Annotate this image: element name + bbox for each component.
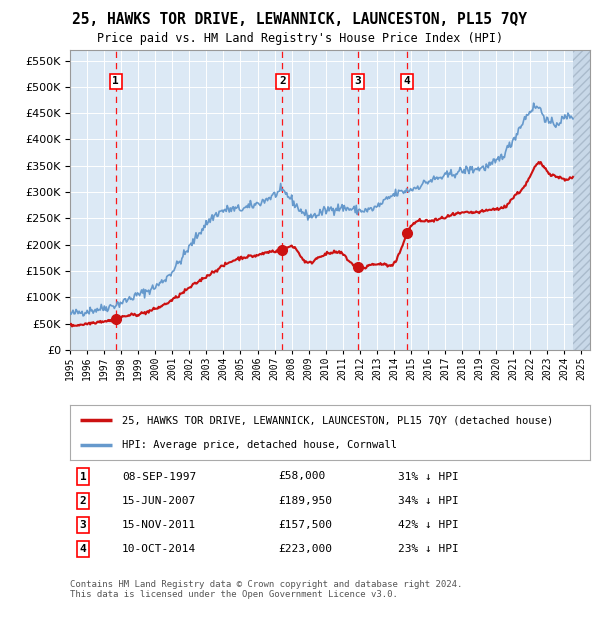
Text: Contains HM Land Registry data © Crown copyright and database right 2024.
This d: Contains HM Land Registry data © Crown c… (70, 580, 463, 600)
Text: 3: 3 (80, 520, 86, 530)
Text: 3: 3 (355, 76, 361, 87)
Text: 4: 4 (404, 76, 410, 87)
Text: Price paid vs. HM Land Registry's House Price Index (HPI): Price paid vs. HM Land Registry's House … (97, 32, 503, 45)
Text: 1: 1 (112, 76, 119, 87)
Text: 34% ↓ HPI: 34% ↓ HPI (398, 496, 458, 506)
Bar (573, 50, 590, 350)
Text: 25, HAWKS TOR DRIVE, LEWANNICK, LAUNCESTON, PL15 7QY (detached house): 25, HAWKS TOR DRIVE, LEWANNICK, LAUNCEST… (122, 415, 553, 425)
Text: 23% ↓ HPI: 23% ↓ HPI (398, 544, 458, 554)
Text: 2: 2 (80, 496, 86, 506)
Text: 31% ↓ HPI: 31% ↓ HPI (398, 471, 458, 482)
Text: £157,500: £157,500 (278, 520, 332, 530)
Text: 15-JUN-2007: 15-JUN-2007 (122, 496, 196, 506)
Text: 10-OCT-2014: 10-OCT-2014 (122, 544, 196, 554)
Text: 2: 2 (279, 76, 286, 87)
Text: 1: 1 (80, 471, 86, 482)
Text: £223,000: £223,000 (278, 544, 332, 554)
Text: 25, HAWKS TOR DRIVE, LEWANNICK, LAUNCESTON, PL15 7QY: 25, HAWKS TOR DRIVE, LEWANNICK, LAUNCEST… (73, 12, 527, 27)
Text: 4: 4 (80, 544, 86, 554)
Text: 42% ↓ HPI: 42% ↓ HPI (398, 520, 458, 530)
Text: £58,000: £58,000 (278, 471, 325, 482)
Text: 15-NOV-2011: 15-NOV-2011 (122, 520, 196, 530)
Text: £189,950: £189,950 (278, 496, 332, 506)
Text: HPI: Average price, detached house, Cornwall: HPI: Average price, detached house, Corn… (122, 440, 397, 450)
Text: 08-SEP-1997: 08-SEP-1997 (122, 471, 196, 482)
